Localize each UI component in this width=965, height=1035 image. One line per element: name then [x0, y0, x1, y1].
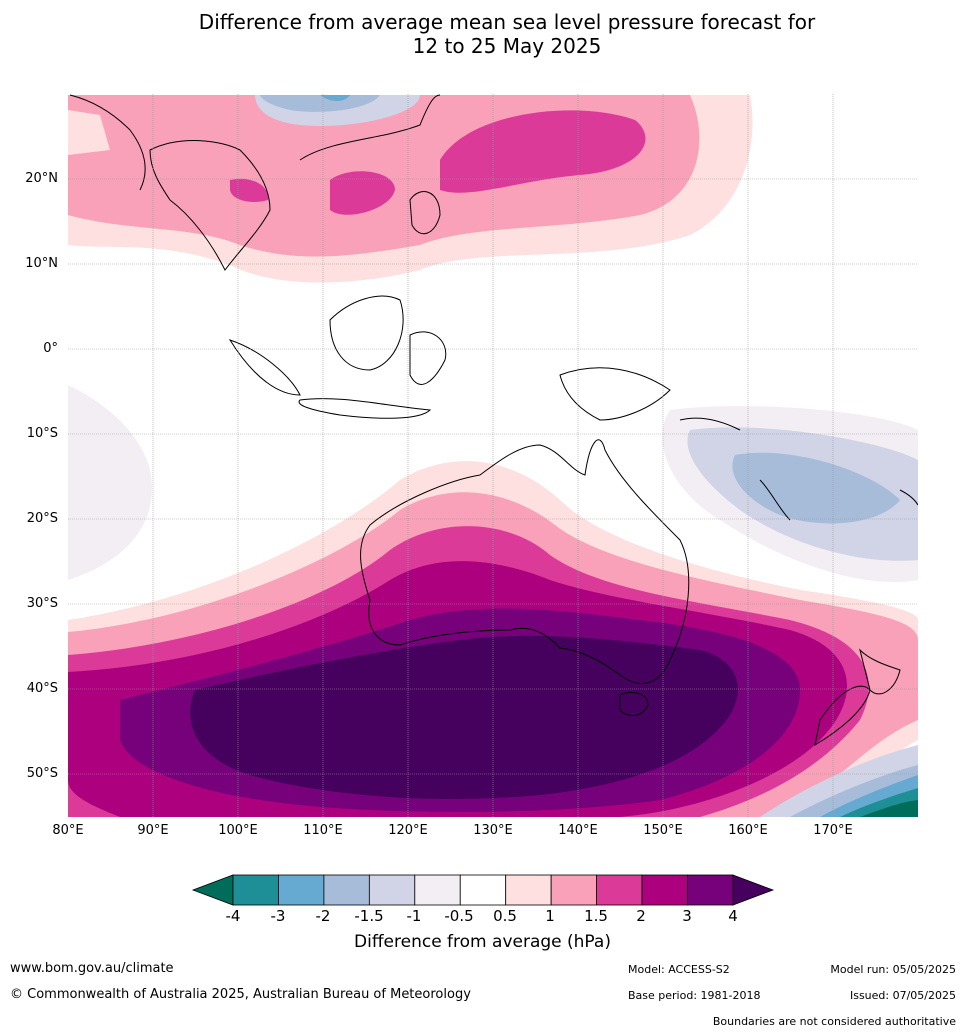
lon-label-80e: 80°E — [52, 823, 84, 838]
colorbar-extend-low — [191, 874, 234, 906]
lat-label-10n: 10°N — [25, 256, 58, 271]
lon-label-100e: 100°E — [218, 823, 258, 838]
cbar-tick: 1 — [545, 907, 555, 925]
model-run: Model run: 05/05/2025 — [830, 963, 956, 976]
lat-label-20s: 20°S — [26, 511, 58, 526]
lat-label-30s: 30°S — [26, 596, 58, 611]
disclaimer: Boundaries are not considered authoritat… — [712, 1015, 956, 1028]
website-link[interactable]: www.bom.gov.au/climate — [10, 961, 174, 976]
coastlines — [69, 94, 918, 747]
cbar-tick: -1.5 — [354, 907, 384, 925]
colorbar-swatch — [414, 874, 461, 906]
lon-label-170e: 170°E — [813, 823, 853, 838]
lon-label-150e: 150°E — [643, 823, 683, 838]
cbar-tick: -2 — [315, 907, 331, 925]
pressure-anomaly-map — [68, 94, 918, 817]
cbar-tick: -0.5 — [444, 907, 474, 925]
anomaly-north-1.5-center — [330, 171, 395, 215]
cbar-tick: 0.5 — [493, 907, 517, 925]
colorbar-swatch — [641, 874, 688, 906]
lat-label-40s: 40°S — [26, 681, 58, 696]
cbar-tick: 1.5 — [584, 907, 608, 925]
colorbar-swatch — [368, 874, 416, 906]
map-title: Difference from average mean sea level p… — [0, 10, 965, 58]
colorbar-extend-high — [732, 874, 775, 906]
cbar-tick: 4 — [728, 907, 738, 925]
colorbar-swatch — [278, 874, 325, 906]
lat-label-50s: 50°S — [26, 766, 58, 781]
lat-label-10s: 10°S — [26, 426, 58, 441]
lon-label-120e: 120°E — [388, 823, 428, 838]
title-line-1: Difference from average mean sea level p… — [198, 10, 816, 34]
cbar-tick: -3 — [270, 907, 286, 925]
cbar-tick: -4 — [225, 907, 241, 925]
lat-label-equator: 0° — [43, 341, 58, 356]
anomaly-south-4 — [190, 635, 738, 799]
colorbar-swatch — [459, 874, 507, 906]
lon-label-110e: 110°E — [303, 823, 343, 838]
cbar-tick: 2 — [636, 907, 646, 925]
cbar-tick: -1 — [406, 907, 422, 925]
lat-label-20n: 20°N — [25, 171, 58, 186]
colorbar-title: Difference from average (hPa) — [354, 932, 611, 952]
colorbar-swatch — [232, 874, 279, 906]
lon-label-140e: 140°E — [558, 823, 598, 838]
colorbar-swatch — [505, 874, 552, 906]
issued-date: Issued: 07/05/2025 — [849, 989, 956, 1002]
colorbar-swatch — [323, 874, 370, 906]
colorbar-swatch — [596, 874, 643, 906]
anomaly-north-1.5-east — [440, 110, 646, 193]
colorbar-swatch — [550, 874, 598, 906]
lon-label-160e: 160°E — [728, 823, 768, 838]
lon-label-90e: 90°E — [137, 823, 169, 838]
cbar-tick: 3 — [682, 907, 692, 925]
base-period: Base period: 1981-2018 — [628, 989, 761, 1002]
model-name: Model: ACCESS-S2 — [628, 963, 730, 976]
anomaly-east-negative-1.5 — [732, 452, 900, 524]
title-line-2: 12 to 25 May 2025 — [412, 34, 602, 58]
graticule — [68, 94, 918, 817]
lon-label-130e: 130°E — [473, 823, 513, 838]
copyright: © Commonwealth of Australia 2025, Austra… — [10, 987, 471, 1002]
colorbar-swatch — [687, 874, 734, 906]
